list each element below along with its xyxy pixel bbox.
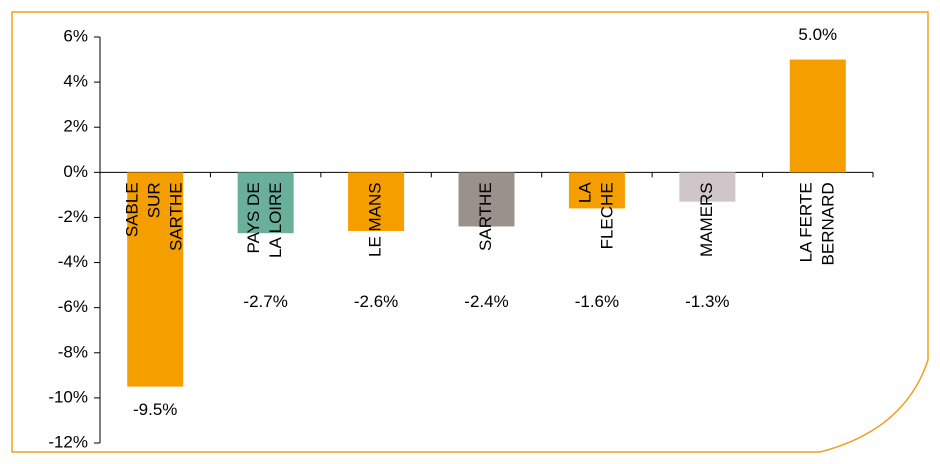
bar (679, 172, 736, 202)
frame (11, 11, 929, 453)
bar (789, 59, 846, 173)
y-tick-label: -10% (48, 387, 88, 406)
value-label: -2.7% (243, 292, 287, 311)
value-label: -2.6% (354, 292, 398, 311)
y-tick-label: -6% (58, 297, 88, 316)
x-tick-label: BERNARD (818, 182, 837, 265)
bar (458, 172, 515, 227)
bar (568, 172, 625, 209)
y-tick-label: -2% (58, 207, 88, 226)
x-tick-label: SARTHE (167, 182, 186, 251)
x-tick-label: LA (575, 182, 594, 203)
x-tick-label: FLECHE (597, 182, 616, 249)
x-tick-label: SARTHE (476, 182, 495, 251)
bar (237, 172, 294, 234)
value-label: -9.5% (133, 400, 177, 419)
x-tick-label: MAMERS (697, 182, 716, 257)
x-tick-label: LE MANS (366, 182, 385, 257)
y-tick-label: -12% (48, 432, 88, 451)
value-label: 5.0% (798, 25, 837, 44)
x-tick-label: PAYS DE (244, 182, 263, 253)
y-tick-label: 4% (63, 72, 88, 91)
bar (348, 172, 405, 231)
x-tick-label: SABLE (123, 182, 142, 237)
y-tick-label: -4% (58, 252, 88, 271)
y-tick-label: 0% (63, 162, 88, 181)
y-tick-label: 2% (63, 117, 88, 136)
x-tick-label: LA FERTE (796, 182, 815, 262)
y-tick-label: -8% (58, 342, 88, 361)
bar (127, 172, 184, 387)
value-label: -1.3% (685, 292, 729, 311)
value-label: -2.4% (464, 292, 508, 311)
y-tick-label: 6% (63, 26, 88, 45)
x-tick-label: SUR (145, 182, 164, 218)
value-label: -1.6% (575, 292, 619, 311)
x-tick-label: LA LOIRE (266, 182, 285, 258)
